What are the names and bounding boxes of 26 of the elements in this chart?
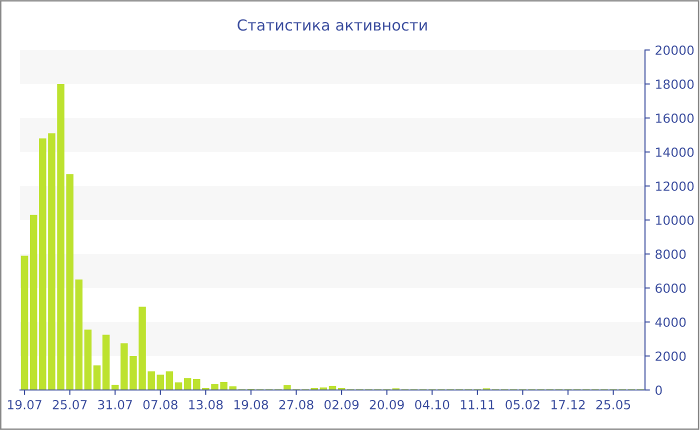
x-tick-label: 17.12 <box>551 400 585 410</box>
y-tick-label: 2000 <box>656 351 686 361</box>
x-tick-label: 11.11 <box>460 400 494 410</box>
y-tick-label: 14000 <box>656 147 694 157</box>
y-tick-label: 10000 <box>656 215 694 225</box>
x-tick-label: 25.05 <box>596 400 630 410</box>
y-tick-label: 0 <box>656 385 662 395</box>
y-tick-label: 8000 <box>656 249 686 259</box>
x-tick-label: 19.07 <box>8 400 42 410</box>
x-tick-label: 20.09 <box>370 400 404 410</box>
chart-title: Статистика активности <box>238 19 427 31</box>
x-tick-label: 02.09 <box>324 400 359 410</box>
y-tick-label: 6000 <box>656 283 686 293</box>
x-tick-label: 13.08 <box>189 400 223 410</box>
x-tick-label: 07.08 <box>143 400 178 410</box>
x-tick-label: 25.07 <box>52 400 87 410</box>
y-tick-label: 16000 <box>656 113 694 123</box>
x-tick-label: 04.10 <box>415 400 450 410</box>
y-tick-label: 20000 <box>656 45 694 55</box>
y-tick-label: 4000 <box>655 317 686 327</box>
x-tick-label: 19.08 <box>234 400 268 410</box>
x-tick-label: 27.08 <box>279 400 314 410</box>
y-tick-label: 18000 <box>656 79 694 89</box>
x-tick-label: 05.02 <box>506 400 540 410</box>
x-tick-label: 31.07 <box>98 400 132 410</box>
y-tick-label: 12000 <box>656 181 694 191</box>
